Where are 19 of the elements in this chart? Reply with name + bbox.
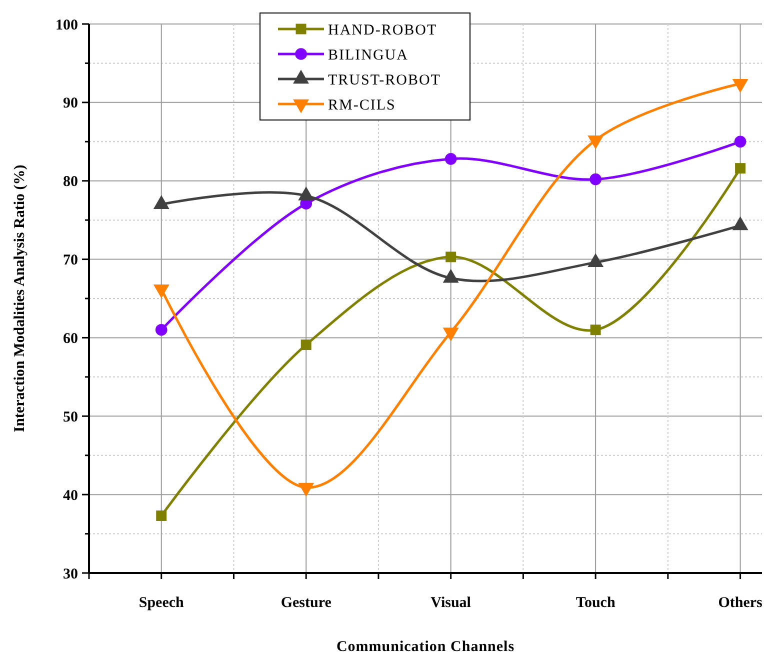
legend-label: BILINGUA — [328, 47, 408, 64]
x-tick-label: Gesture — [280, 595, 332, 611]
y-axis-title: Interaction Modalities Analysis Ratio (%) — [12, 164, 28, 432]
y-tick-label: 30 — [63, 566, 78, 582]
x-tick-label: Touch — [576, 595, 616, 611]
y-tick-label: 90 — [63, 96, 78, 112]
legend-label: TRUST-ROBOT — [328, 72, 441, 88]
y-tick-label: 70 — [63, 252, 78, 269]
legend-label: HAND-ROBOT — [328, 22, 438, 38]
y-tick-label: 80 — [63, 174, 78, 190]
legend-label: RM-CILS — [328, 97, 396, 114]
x-tick-label: Visual — [430, 595, 471, 611]
y-tick-label: 60 — [63, 330, 78, 347]
y-tick-label: 100 — [56, 17, 78, 34]
y-tick-label: 50 — [63, 409, 78, 426]
x-tick-label: Others — [718, 595, 763, 611]
x-axis-title: Communication Channels — [336, 639, 515, 655]
x-tick-label: Speech — [138, 595, 185, 611]
y-tick-label: 40 — [63, 488, 78, 504]
